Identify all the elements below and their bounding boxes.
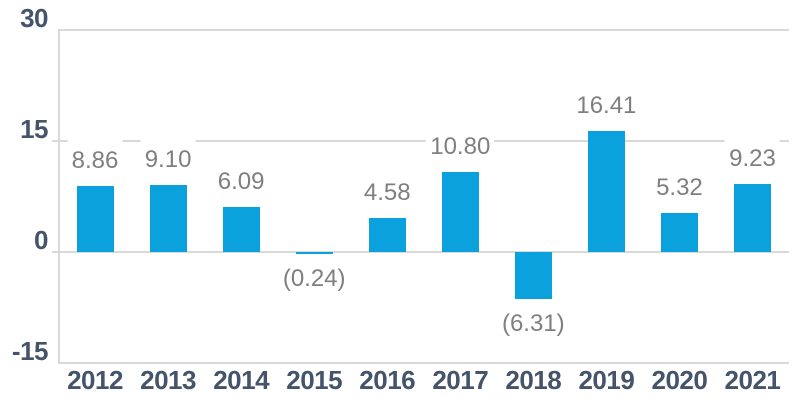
bar-2018 bbox=[514, 252, 552, 299]
gridline-15 bbox=[51, 140, 789, 142]
y-tick-label--15: -15 bbox=[11, 336, 49, 366]
bar-2016 bbox=[368, 218, 406, 252]
x-tick-label-2012: 2012 bbox=[67, 365, 123, 395]
data-label-2021: 9.23 bbox=[725, 136, 780, 181]
bar-2020 bbox=[660, 212, 698, 252]
data-label-2019: 16.41 bbox=[572, 83, 641, 128]
data-label-2014: 6.09 bbox=[213, 159, 269, 204]
data-label-2020: 5.32 bbox=[652, 165, 707, 210]
y-tick-label-30: 30 bbox=[20, 3, 48, 33]
x-tick-label-2021: 2021 bbox=[724, 365, 781, 395]
x-tick-label-2017: 2017 bbox=[432, 365, 489, 395]
x-tick-label-2020: 2020 bbox=[651, 365, 708, 395]
data-label-2018: (6.31) bbox=[497, 301, 569, 346]
data-label-2017: 10.80 bbox=[426, 125, 495, 170]
bar-2014 bbox=[222, 206, 260, 252]
gridline-30 bbox=[57, 29, 789, 31]
x-tick-label-2015: 2015 bbox=[286, 365, 343, 395]
y-tick-label-15: 15 bbox=[20, 114, 48, 144]
bar-2021 bbox=[733, 183, 771, 252]
bar-2017 bbox=[441, 172, 479, 252]
gridline-0 bbox=[51, 251, 789, 253]
y-tick-label-0: 0 bbox=[34, 225, 48, 255]
x-tick-label-2019: 2019 bbox=[578, 365, 635, 395]
x-tick-label-2013: 2013 bbox=[140, 365, 196, 395]
data-label-2016: 4.58 bbox=[359, 171, 415, 216]
data-label-2015: (0.24) bbox=[278, 256, 350, 301]
x-tick-label-2016: 2016 bbox=[359, 365, 416, 395]
bar-2013 bbox=[149, 184, 187, 252]
data-label-2013: 9.10 bbox=[140, 137, 196, 182]
bar-2019 bbox=[587, 130, 625, 252]
bar-2015 bbox=[295, 252, 333, 254]
y-axis-line bbox=[57, 30, 60, 363]
x-tick-label-2018: 2018 bbox=[505, 365, 562, 395]
x-tick-label-2014: 2014 bbox=[213, 365, 270, 395]
data-label-2012: 8.86 bbox=[67, 139, 123, 184]
gridline--15 bbox=[57, 362, 789, 364]
bar-2012 bbox=[76, 186, 114, 252]
